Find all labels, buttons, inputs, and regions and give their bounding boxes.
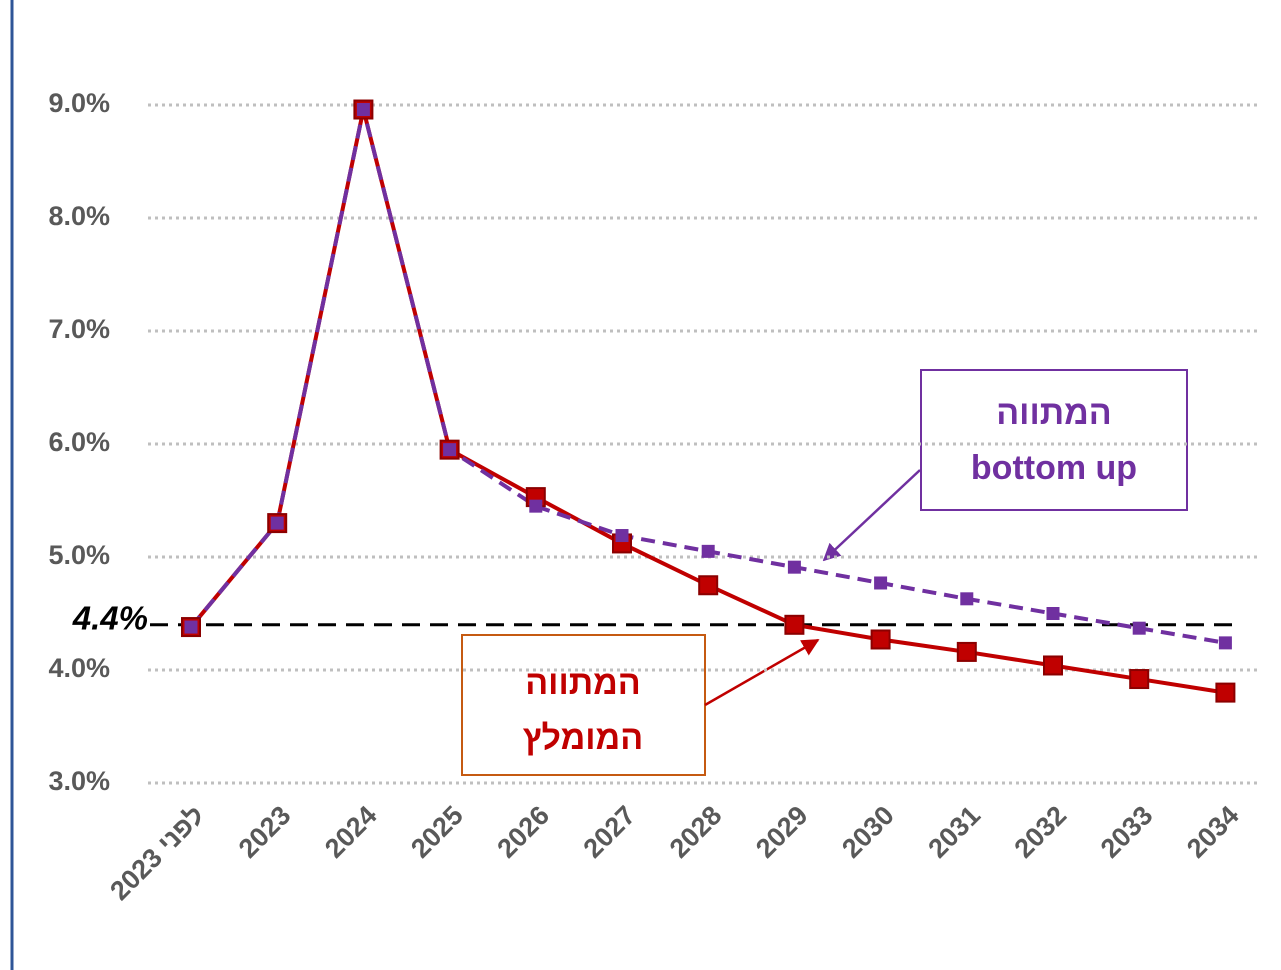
marker: [956, 641, 977, 662]
y-tick-label: 7.0%: [48, 314, 110, 344]
annotation-text: המתווה: [996, 394, 1112, 432]
marker: [1215, 682, 1236, 703]
x-tick-label: 2031: [922, 800, 986, 864]
x-tick-label: 2029: [750, 800, 814, 864]
marker: [698, 575, 719, 596]
marker: [870, 629, 891, 650]
marker: [356, 103, 370, 117]
x-tick-label: 2028: [664, 800, 728, 864]
marker: [701, 544, 715, 558]
x-tick-label: 2030: [836, 800, 900, 864]
x-tick-label: לפני 2023: [104, 800, 210, 906]
marker: [270, 516, 284, 530]
marker: [529, 499, 543, 513]
annotation-arrow: [704, 638, 820, 707]
marker: [443, 443, 457, 457]
annotation-box: [920, 369, 1188, 511]
x-tick-label: 2027: [578, 800, 642, 864]
y-tick-label: 4.0%: [48, 653, 110, 683]
annotation-arrow: [822, 469, 921, 562]
marker: [184, 620, 198, 634]
y-tick-label: 8.0%: [48, 201, 110, 231]
annotation-box: [461, 634, 706, 776]
x-tick-label: 2026: [491, 800, 555, 864]
y-tick-label: 3.0%: [48, 766, 110, 796]
y-tick-label: 9.0%: [48, 88, 110, 118]
annotation-text: המתווה: [525, 664, 641, 702]
reference-label: 4.4%: [72, 600, 148, 637]
x-tick-label: 2034: [1181, 800, 1245, 864]
x-tick-label: 2025: [405, 800, 469, 864]
marker: [960, 592, 974, 606]
x-tick-label: 2032: [1009, 800, 1073, 864]
annotation-text: המומלץ: [523, 719, 643, 757]
marker: [1129, 669, 1150, 690]
marker: [787, 560, 801, 574]
x-tick-label: 2033: [1095, 800, 1159, 864]
x-tick-label: 2023: [233, 800, 297, 864]
annotation-text: bottom up: [971, 449, 1137, 487]
x-tick-label: 2024: [319, 800, 383, 864]
marker: [1218, 636, 1232, 650]
marker: [1043, 655, 1063, 676]
marker: [1132, 621, 1146, 635]
marker: [874, 576, 888, 590]
y-tick-label: 6.0%: [48, 427, 110, 457]
marker: [615, 529, 629, 543]
y-tick-label: 5.0%: [48, 540, 110, 570]
marker: [784, 614, 805, 635]
marker: [1046, 607, 1060, 620]
